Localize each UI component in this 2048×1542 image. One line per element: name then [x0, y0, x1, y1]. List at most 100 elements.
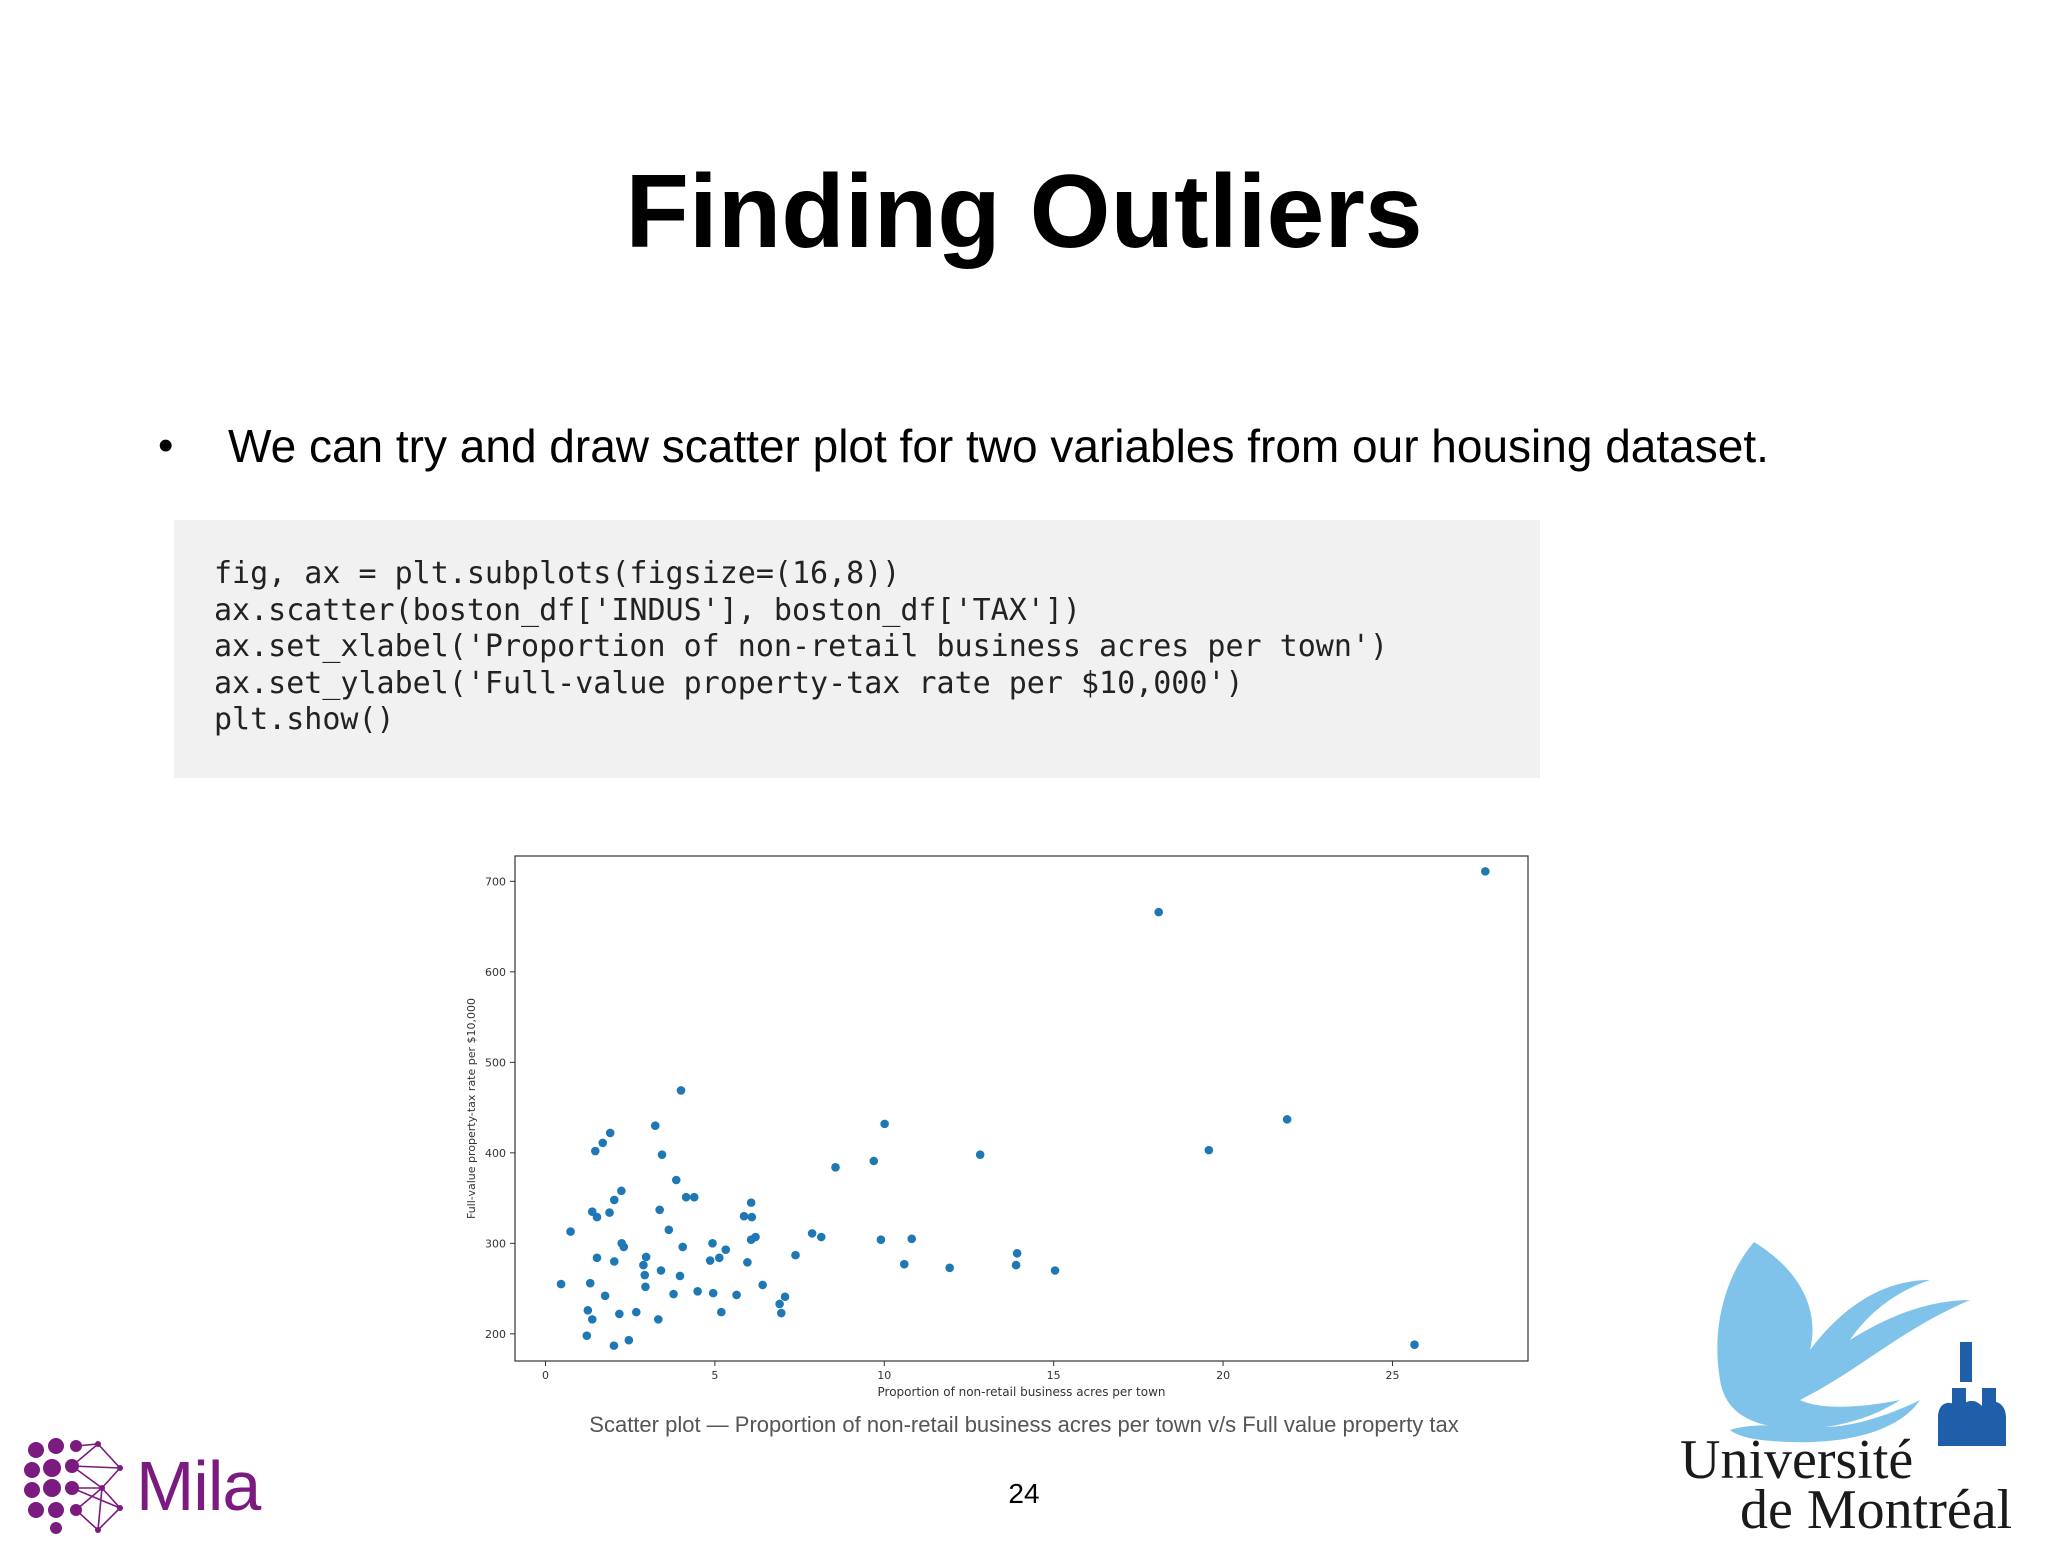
x-tick-label: 20	[1216, 1369, 1230, 1382]
bullet-text: We can try and draw scatter plot for two…	[228, 420, 1769, 472]
scatter-point	[605, 1128, 615, 1138]
scatter-point	[590, 1146, 600, 1156]
code-line: fig, ax = plt.subplots(figsize=(16,8))	[214, 556, 901, 591]
scatter-point	[746, 1198, 756, 1207]
scatter-point	[609, 1195, 619, 1205]
page-number: 24	[1008, 1478, 1040, 1509]
scatter-point	[1481, 867, 1490, 876]
scatter-point	[671, 1175, 681, 1185]
plot-frame	[514, 855, 1529, 1362]
figure-caption: Scatter plot — Proportion of non-retail …	[589, 1412, 1459, 1437]
scatter-point	[714, 1253, 724, 1263]
scatter-point	[609, 1341, 619, 1350]
scatter-point	[907, 1234, 917, 1244]
scatter-point	[708, 1239, 717, 1248]
scatter-point	[689, 1192, 699, 1202]
scatter-point	[681, 1192, 691, 1202]
scatter-point	[566, 1227, 575, 1236]
mila-dots-icon	[24, 1438, 123, 1534]
scatter-point	[639, 1260, 648, 1270]
scatter-point	[747, 1212, 757, 1222]
scatter-point	[807, 1229, 817, 1238]
scatter-point	[732, 1290, 741, 1300]
scatter-point	[583, 1306, 593, 1315]
scatter-point	[678, 1242, 688, 1252]
udem-bird-icon	[1717, 1242, 2006, 1446]
scatter-point	[751, 1232, 760, 1242]
mila-logo: Mila	[22, 1436, 261, 1536]
scatter-point	[600, 1291, 610, 1301]
scatter-point	[587, 1315, 597, 1324]
code-line: ax.scatter(boston_df['INDUS'], boston_df…	[214, 592, 1081, 628]
code-block: fig, ax = plt.subplots(figsize=(16,8)) a…	[174, 520, 1540, 778]
scatter-point	[615, 1309, 624, 1319]
scatter-point	[592, 1212, 602, 1222]
bullet-dot-icon: •	[158, 421, 174, 470]
scatter-point	[775, 1299, 784, 1309]
scatter-point	[945, 1263, 954, 1273]
scatter-point	[675, 1271, 685, 1281]
scatter-point	[598, 1138, 608, 1148]
scatter-point	[605, 1208, 614, 1217]
scatter-point	[869, 1156, 879, 1166]
scatter-point	[669, 1289, 678, 1299]
scatter-point	[717, 1307, 726, 1317]
scatter-point	[656, 1266, 666, 1275]
scatter-point	[780, 1292, 790, 1302]
code-line: ax.set_ylabel('Full-value property-tax r…	[214, 665, 1244, 701]
scatter-point	[654, 1315, 663, 1324]
scatter-point	[975, 1150, 985, 1159]
scatter-point	[1154, 907, 1164, 917]
code-line: ax.set_xlabel('Proportion of non-retail …	[214, 629, 1388, 664]
scatter-point	[743, 1258, 752, 1267]
scatter-point	[816, 1232, 826, 1242]
scatter-point	[624, 1335, 634, 1345]
scatter-point	[876, 1235, 886, 1245]
scatter-point	[705, 1256, 715, 1265]
scatter-point	[831, 1163, 840, 1172]
slide-title: Finding Outliers	[625, 154, 1423, 270]
mila-logo-text: Mila	[136, 1447, 261, 1525]
scatter-point	[758, 1280, 767, 1290]
scatter-point	[1410, 1340, 1419, 1350]
code-line: plt.show()	[214, 702, 395, 737]
scatter-point	[617, 1186, 626, 1196]
scatter-point	[776, 1308, 786, 1318]
udem-logo-text-line2: de Montréal	[1740, 1479, 2013, 1541]
y-tick-label: 700	[485, 875, 506, 888]
scatter-point	[609, 1257, 619, 1266]
scatter-point	[1012, 1249, 1022, 1258]
scatter-chart: 0 5 10 15 20 25 200 300 400 500 600 700 Proportion o…	[465, 855, 1529, 1399]
y-tick-label: 200	[485, 1328, 506, 1341]
scatter-point	[657, 1150, 667, 1159]
x-tick-label: 15	[1047, 1369, 1061, 1382]
x-tick-label: 5	[711, 1369, 718, 1382]
x-tick-label: 25	[1385, 1369, 1399, 1382]
scatter-point	[664, 1225, 674, 1235]
y-tick-label: 600	[485, 966, 506, 979]
scatter-point	[1204, 1145, 1214, 1155]
scatter-point	[721, 1245, 731, 1254]
scatter-point	[676, 1086, 686, 1095]
bullet-item: • We can try and draw scatter plot for t…	[158, 420, 1978, 472]
y-tick-label: 400	[485, 1147, 506, 1160]
y-axis-label: Full-value property-tax rate per $10,000	[465, 998, 478, 1219]
scatter-point	[899, 1259, 909, 1269]
scatter-point	[791, 1250, 800, 1260]
scatter-point	[631, 1307, 641, 1317]
y-tick-label: 300	[485, 1237, 506, 1250]
scatter-point	[708, 1288, 718, 1298]
scatter-point	[655, 1205, 664, 1215]
scatter-point	[619, 1242, 629, 1252]
x-tick-label: 0	[542, 1369, 549, 1382]
scatter-point	[1282, 1115, 1292, 1124]
scatter-point	[650, 1121, 660, 1130]
scatter-point	[693, 1287, 702, 1296]
scatter-point	[585, 1278, 595, 1288]
scatter-point	[640, 1270, 650, 1280]
scatter-point	[880, 1119, 889, 1129]
scatter-point	[641, 1252, 651, 1262]
udem-logo: Université de Montréal	[1670, 1230, 2048, 1541]
scatter-point	[739, 1211, 749, 1221]
scatter-point	[582, 1331, 592, 1340]
